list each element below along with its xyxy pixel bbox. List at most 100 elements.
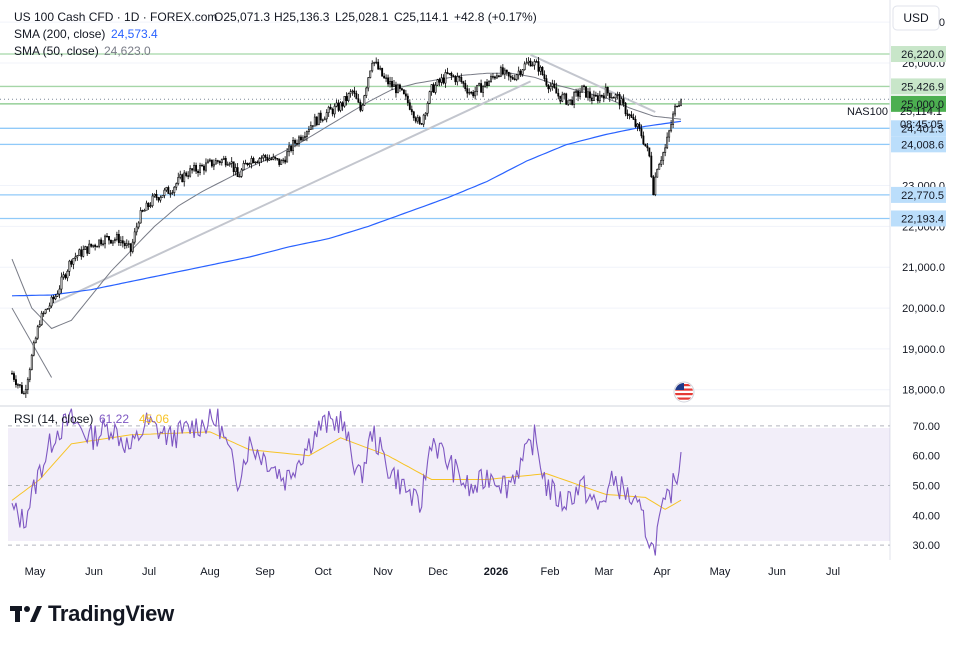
candle-body xyxy=(294,140,296,144)
candle-body xyxy=(474,91,477,97)
candle-body xyxy=(262,155,265,159)
candle-body xyxy=(581,85,583,93)
candle-body xyxy=(654,176,657,196)
candle-body xyxy=(26,379,29,390)
candle-body xyxy=(149,205,152,207)
candle-body xyxy=(50,296,53,307)
candle-body xyxy=(173,186,176,193)
time-axis-label: Sep xyxy=(255,566,275,578)
rsi-tick-label: 50.00 xyxy=(912,481,940,493)
tradingview-logo[interactable]: TradingView xyxy=(10,601,174,627)
rsi-label: RSI (14, close) xyxy=(14,412,93,426)
candle-body xyxy=(44,309,47,314)
candle-body xyxy=(442,77,445,84)
candle-body xyxy=(602,95,605,99)
rsi-value: 61.22 xyxy=(99,412,129,426)
candle-body xyxy=(408,102,411,110)
candle-body xyxy=(228,163,231,165)
candle-body xyxy=(460,77,463,82)
candle-body xyxy=(84,246,87,250)
candle-body xyxy=(333,105,336,115)
candle-body xyxy=(456,76,459,83)
candle-body xyxy=(216,160,219,162)
candle-body xyxy=(551,83,554,87)
candle-body xyxy=(410,109,413,113)
candle-body xyxy=(543,74,546,79)
time-axis-label: Nov xyxy=(373,566,393,578)
ohlc-close: C25,114.1 xyxy=(394,10,449,24)
candle-body xyxy=(452,75,455,77)
candle-body xyxy=(242,163,245,171)
candle-body xyxy=(569,99,572,101)
candle-body xyxy=(634,119,637,127)
candle-body xyxy=(82,249,85,257)
falling-trendline[interactable] xyxy=(530,53,656,113)
candle-body xyxy=(529,60,532,67)
time-axis[interactable]: May Jun Jul Aug Sep Oct Nov Dec 2026 Feb Mar Apr May… xyxy=(25,566,840,578)
candle-body xyxy=(171,192,174,194)
candle-body xyxy=(54,296,57,300)
candle-body xyxy=(18,384,21,386)
candle-body xyxy=(511,77,514,80)
level-badge xyxy=(891,78,946,95)
candle-body xyxy=(15,379,17,385)
candle-body xyxy=(495,75,498,79)
candle-body xyxy=(337,102,340,111)
candle-body xyxy=(622,98,625,104)
candle-body xyxy=(507,71,510,77)
early-trendline[interactable] xyxy=(11,307,53,378)
sma200-legend[interactable]: SMA (200, close) 24,573.4 xyxy=(14,27,158,41)
rsi-legend[interactable]: RSI (14, close) 61.22 45.06 xyxy=(14,412,169,426)
sma50-legend[interactable]: SMA (50, close) 24,623.0 xyxy=(14,44,151,58)
symbol-title[interactable]: US 100 Cash CFD · 1D · FOREX.com xyxy=(14,10,217,24)
candle-body xyxy=(650,155,653,177)
candle-body xyxy=(90,243,93,247)
candle-body xyxy=(52,296,55,300)
us-flag-icon[interactable] xyxy=(673,381,695,403)
candle-body xyxy=(644,143,647,147)
time-axis-label: Mar xyxy=(595,566,614,578)
rsi-band xyxy=(8,428,890,541)
candle-body xyxy=(519,70,522,75)
candle-body xyxy=(11,373,13,375)
candle-body xyxy=(472,92,475,97)
candle-body xyxy=(531,64,534,67)
candle-body xyxy=(46,308,49,310)
candle-body xyxy=(662,152,665,161)
rising-trendline[interactable] xyxy=(51,80,531,305)
price-tick-label: 19,000.0 xyxy=(902,344,945,356)
candle-body xyxy=(321,119,324,121)
candle-body xyxy=(197,170,199,173)
candle-body xyxy=(349,91,352,94)
candle-body xyxy=(632,117,635,120)
ohlc-open: O25,071.3 xyxy=(214,10,270,24)
candle-body xyxy=(563,93,566,96)
level-badge xyxy=(891,46,946,63)
candle-body xyxy=(608,92,611,99)
symbol-legend[interactable]: US 100 Cash CFD · 1D · FOREX.com O25,071… xyxy=(14,10,537,24)
candle-body xyxy=(393,84,395,87)
level-label: 22,770.5 xyxy=(901,190,944,202)
candle-body xyxy=(137,222,140,228)
candle-body xyxy=(420,123,423,125)
candle-body xyxy=(195,165,198,172)
candle-body xyxy=(119,240,122,243)
candle-body xyxy=(224,158,227,166)
candle-body xyxy=(292,140,295,151)
candle-body xyxy=(121,240,124,244)
candle-body xyxy=(561,94,564,102)
tradingview-logo-icon xyxy=(10,606,42,622)
candle-body xyxy=(13,373,15,380)
support-resistance-levels: 26,220.0 25,426.9 25,000.0 24,401.5 24,008.6… xyxy=(0,46,946,227)
candle-body xyxy=(476,84,479,92)
candle-body xyxy=(428,91,431,104)
ohlc-low: L25,028.1 xyxy=(335,10,389,24)
candle-body xyxy=(525,62,528,65)
candle-body xyxy=(100,239,103,245)
candle-body xyxy=(400,88,403,91)
currency-button[interactable]: USD xyxy=(892,5,940,31)
candle-body xyxy=(325,112,328,120)
candle-body xyxy=(426,103,429,114)
candle-body xyxy=(587,91,589,98)
candle-body xyxy=(58,288,61,295)
